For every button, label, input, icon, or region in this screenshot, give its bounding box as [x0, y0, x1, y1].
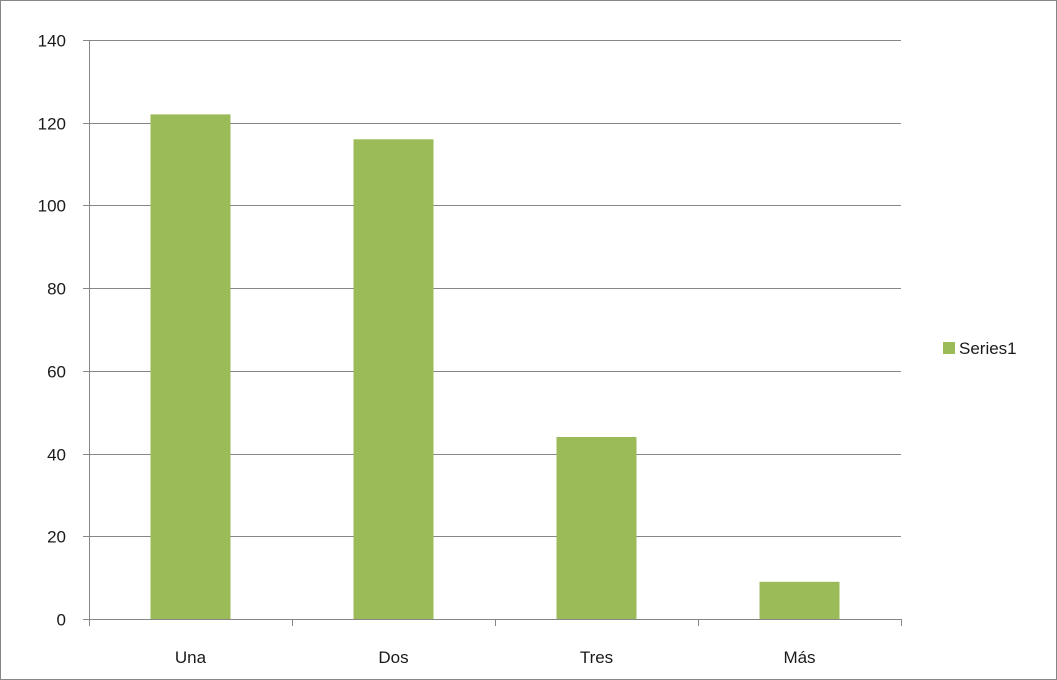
y-tick-label: 40 [47, 446, 66, 465]
legend-swatch-series1 [943, 342, 955, 354]
bar-tres [556, 437, 637, 619]
y-tick-label: 120 [38, 115, 66, 134]
bar-una [150, 114, 231, 620]
y-tick-label: 80 [47, 280, 66, 299]
y-tick-label: 60 [47, 363, 66, 382]
x-tick-label: Dos [378, 648, 408, 667]
tick-labels: 0 20 40 60 80 100 120 140 Una Dos Tres Más [38, 32, 816, 668]
x-tick-label: Tres [580, 648, 613, 667]
y-tick-label: 20 [47, 528, 66, 547]
bar-dos [353, 139, 434, 620]
bar-más [759, 581, 840, 619]
legend: Series1 [943, 339, 1017, 358]
y-tick-label: 140 [38, 32, 66, 51]
axes [83, 40, 902, 626]
y-tick-label: 100 [38, 197, 66, 216]
y-tick-label: 0 [57, 611, 66, 630]
x-tick-label: Más [783, 648, 815, 667]
bars [150, 114, 840, 620]
legend-label-series1: Series1 [959, 339, 1017, 358]
x-tick-label: Una [175, 648, 207, 667]
